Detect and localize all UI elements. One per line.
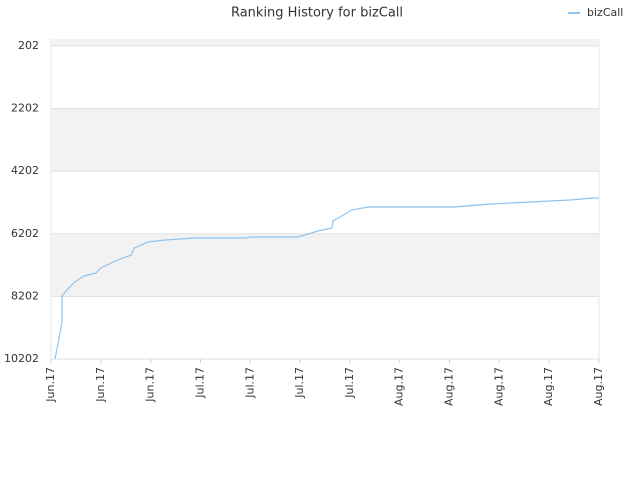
x-tick-label: Aug.17	[443, 367, 456, 406]
x-tick-label: Jun.17	[44, 367, 57, 403]
x-tick-label: Aug.17	[492, 367, 505, 406]
x-tick-label: Jun.17	[144, 367, 157, 403]
x-tick-label: Jul.17	[343, 367, 356, 399]
data-line	[54, 197, 599, 360]
y-tick-label: 8202	[11, 289, 39, 302]
y-tick-label: 6202	[11, 227, 39, 240]
chart-title: Ranking History for bizCall	[231, 6, 403, 21]
x-tick-label: Jul.17	[193, 367, 206, 399]
x-tick-label: Jul.17	[243, 367, 256, 399]
y-tick-label: 4202	[11, 164, 39, 177]
grid-band	[51, 108, 599, 172]
x-tick-label: Aug.17	[592, 367, 605, 406]
y-tick-label: 2202	[11, 102, 39, 115]
grid-band	[51, 40, 599, 47]
legend-label: bizCall	[587, 6, 623, 19]
x-tick-label: Aug.17	[542, 367, 555, 406]
grid-band	[51, 233, 599, 297]
y-tick-label: 202	[18, 39, 39, 52]
y-tick-label: 10202	[4, 352, 39, 365]
x-tick-label: Jul.17	[293, 367, 306, 399]
x-tick-label: Jun.17	[94, 367, 107, 403]
x-tick-label: Aug.17	[393, 367, 406, 406]
plot-background	[50, 39, 600, 360]
